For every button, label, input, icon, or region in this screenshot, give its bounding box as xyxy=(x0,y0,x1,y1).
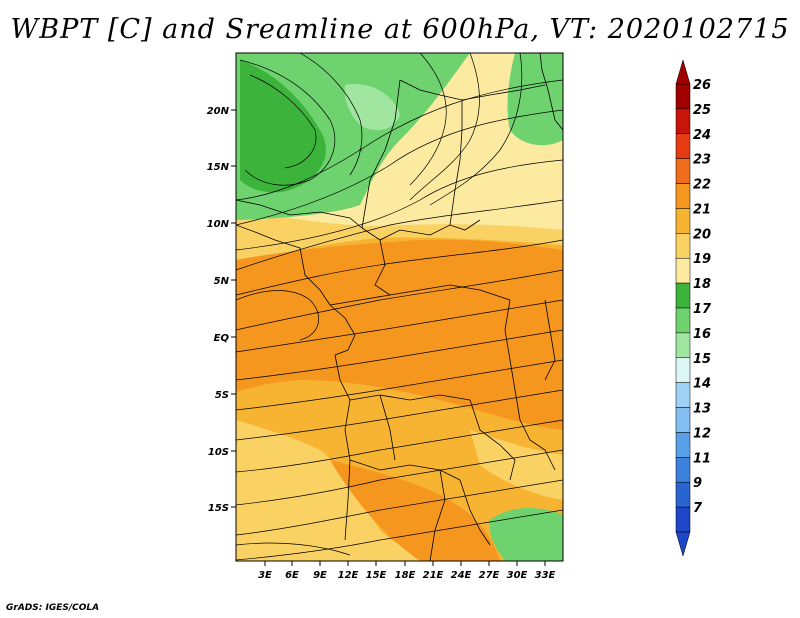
region-yellow-south xyxy=(236,420,460,561)
colorbar-label: 18 xyxy=(693,277,711,292)
colorbar-segment xyxy=(675,133,691,159)
colorbar: 26 25 24 23 22 21 20 19 18 17 16 15 14 13 12 11 9 7 xyxy=(675,59,712,557)
colorbar-label: 7 xyxy=(693,501,703,516)
region-green-light-patch xyxy=(344,84,400,131)
region-green-southeast xyxy=(489,508,563,561)
lon-tick-label: 30E xyxy=(507,570,528,581)
latitude-axis: 20N 15N 10N 5N EQ 5S 10S 15S xyxy=(207,106,236,514)
lon-tick-label: 9E xyxy=(313,570,327,581)
lon-tick-label: 12E xyxy=(338,570,359,581)
map-fill-layer xyxy=(236,53,563,561)
colorbar-segment xyxy=(675,407,691,433)
lon-tick-label: 6E xyxy=(285,570,299,581)
colorbar-label: 12 xyxy=(693,426,711,441)
lat-tick-label: 15S xyxy=(208,503,229,514)
colorbar-segment xyxy=(675,332,691,359)
colorbar-label: 22 xyxy=(693,178,711,193)
colorbar-label: 26 xyxy=(693,78,711,93)
colorbar-label: 11 xyxy=(693,451,711,466)
lat-tick-label: 5S xyxy=(215,390,229,401)
map-frame xyxy=(235,52,564,562)
map-title: WBPT [C] and Sreamline at 600hPa, VT: 20… xyxy=(10,14,790,45)
colorbar-label: 17 xyxy=(693,302,712,317)
lat-tick-label: EQ xyxy=(214,333,230,344)
colorbar-segment xyxy=(675,457,691,483)
longitude-axis: 3E 6E 9E 12E 15E 18E 21E 24E 27E 30E 33E xyxy=(258,561,556,581)
colorbar-min-arrow xyxy=(675,531,691,557)
colorbar-segment xyxy=(675,432,691,458)
colorbar-max-arrow xyxy=(675,59,691,85)
colorbar-segment xyxy=(675,382,691,408)
lon-tick-label: 3E xyxy=(258,570,272,581)
colorbar-label: 16 xyxy=(693,327,711,342)
lon-tick-label: 15E xyxy=(366,570,387,581)
colorbar-segment xyxy=(675,208,691,234)
colorbar-label: 19 xyxy=(693,252,711,267)
streamlines xyxy=(236,53,563,561)
lat-tick-label: 20N xyxy=(207,106,230,117)
colorbar-segment xyxy=(675,183,691,209)
colorbar-segment xyxy=(675,233,691,259)
lon-tick-label: 27E xyxy=(479,570,500,581)
lat-tick-label: 10S xyxy=(208,447,229,458)
colorbar-label: 23 xyxy=(693,153,711,168)
colorbar-label: 9 xyxy=(693,476,702,491)
colorbar-label: 15 xyxy=(693,352,711,367)
colorbar-label: 13 xyxy=(693,402,711,417)
grads-credit: GrADS: IGES/COLA xyxy=(6,603,100,613)
colorbar-segment xyxy=(675,481,691,508)
colorbar-segment xyxy=(675,506,691,533)
lon-tick-label: 24E xyxy=(451,570,472,581)
colorbar-label: 21 xyxy=(693,202,711,217)
colorbar-segment xyxy=(675,307,691,334)
colorbar-segment xyxy=(675,357,691,383)
region-orange-south xyxy=(330,460,500,561)
region-yellow-southeast xyxy=(470,430,563,500)
lat-tick-label: 10N xyxy=(207,219,230,230)
colorbar-segment xyxy=(675,108,691,135)
colorbar-segment xyxy=(675,83,691,110)
lon-tick-label: 33E xyxy=(535,570,556,581)
colorbar-segment xyxy=(675,158,691,184)
region-yellow-band xyxy=(236,210,563,262)
country-borders xyxy=(236,53,563,561)
region-green-dark xyxy=(240,60,326,193)
lat-tick-label: 5N xyxy=(214,276,230,287)
lon-tick-label: 21E xyxy=(423,570,444,581)
colorbar-label: 14 xyxy=(693,377,711,392)
colorbar-segment xyxy=(675,282,691,309)
region-green-northeast xyxy=(507,53,563,146)
lat-tick-label: 15N xyxy=(207,162,230,173)
lon-tick-label: 18E xyxy=(395,570,416,581)
colorbar-segment xyxy=(675,257,691,284)
colorbar-label: 20 xyxy=(693,227,711,242)
colorbar-label: 24 xyxy=(693,128,711,143)
colorbar-label: 25 xyxy=(693,103,711,118)
